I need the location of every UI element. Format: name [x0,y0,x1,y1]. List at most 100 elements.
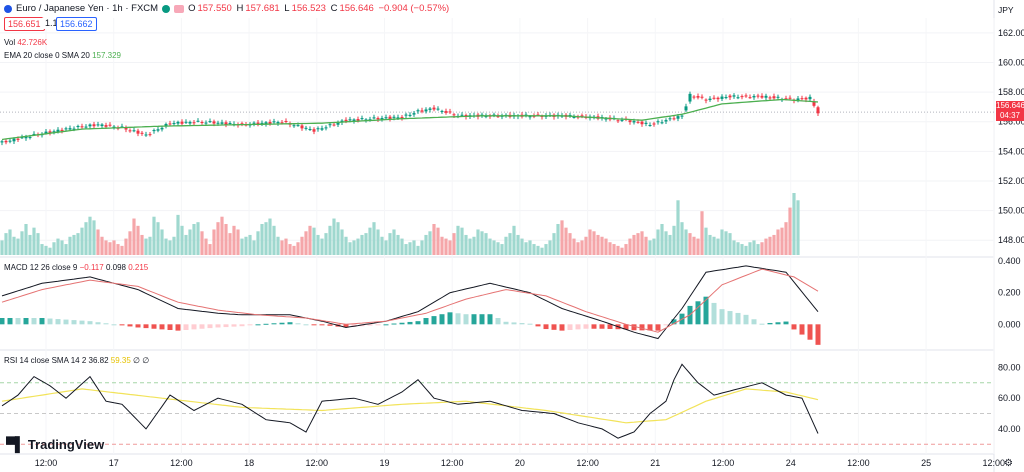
volume-bar [144,238,148,255]
volume-bar [104,240,108,255]
macd-histogram-bar [663,324,669,326]
macd-histogram-bar [215,324,221,328]
volume-bar [528,240,532,255]
macd-histogram-bar [767,322,773,325]
volume-bar [600,236,604,255]
macd-legend[interactable]: MACD 12 26 close 9 −0.117 0.098 0.215 [4,263,149,272]
volume-bar [80,227,84,255]
macd-histogram-bar [271,323,277,325]
volume-bar [556,224,560,255]
candle-body [264,122,268,124]
volume-bar [476,229,480,255]
buy-button[interactable]: 156.662 [56,17,97,31]
volume-bar [684,229,688,255]
candle-body [688,93,692,102]
volume-bar [12,236,16,255]
candle-body [216,122,220,124]
ema-line [1,98,819,141]
volume-bar [552,233,556,255]
ema-legend[interactable]: EMA 20 close 0 SMA 20 157.329 [4,51,121,60]
candle-body [200,122,204,124]
volume-bar [664,231,668,255]
macd-histogram-bar [175,324,181,331]
tradingview-logo[interactable]: ▀▌ TradingView [6,436,105,452]
candle-body [320,128,324,130]
volume-bar [264,222,268,255]
candle-body [60,129,64,132]
candle-body [400,116,404,119]
macd-histogram-bar [63,319,69,325]
candle-body [644,122,648,124]
volume-bar [696,238,700,255]
volume-bar [472,236,476,255]
volume-bar [516,234,520,255]
rsi-legend[interactable]: RSI 14 close SMA 14 2 36.82 59.35 ∅ ∅ [4,356,150,365]
volume-bar [384,240,388,255]
macd-histogram-bar [287,322,293,325]
candle-body [44,131,48,134]
volume-bar [368,227,372,255]
candle-body [424,109,428,112]
candle-body [360,118,364,120]
macd-histogram-bar [255,324,261,326]
volume-bar [132,218,136,255]
volume-bar [432,224,436,255]
macd-signal-line [1,268,819,333]
volume-bar [428,231,432,255]
candle-body [676,116,680,119]
candle-body [696,96,700,98]
time-tick-label: 25 [921,458,931,468]
volume-bar [580,240,584,255]
macd-histogram-bar [207,324,213,329]
volume-bar [776,229,780,255]
time-tick-label: 24 [786,458,796,468]
settings-gear-icon[interactable]: ⚙ [1004,458,1013,469]
currency-label[interactable]: JPY [998,5,1014,15]
volume-bar [72,234,76,255]
candle-body [716,97,720,100]
volume-bar [220,216,224,255]
macd-histogram-bar [199,324,205,329]
macd-histogram-bar [759,323,765,325]
volume-bar [532,244,536,255]
macd-histogram-bar [439,314,445,325]
candle-body [664,120,668,122]
candle-body [652,123,656,125]
macd-histogram-bar [463,314,469,325]
macd-histogram-bar [119,324,125,326]
candle-body [332,124,336,126]
candle-body [752,96,756,98]
volume-bar [448,240,452,255]
macd-histogram-bar [183,324,189,330]
candle-body [356,119,360,121]
macd-histogram-bar [695,301,701,325]
symbol-title[interactable]: Euro / Japanese Yen · 1h · FXCM [16,3,159,14]
candle-body [416,110,420,112]
volume-bar [356,238,360,255]
volume-bar [340,229,344,255]
volume-bar [592,231,596,255]
volume-bar [128,231,132,255]
alert-icon[interactable] [174,4,185,13]
macd-histogram-bar [247,324,253,326]
volume-legend[interactable]: Vol 42.726K [4,38,48,47]
candle-body [380,117,384,120]
volume-bar [444,238,448,255]
sell-button[interactable]: 156.651 [4,17,45,31]
volume-bar [624,244,628,255]
volume-bar [316,234,320,255]
macd-histogram-bar [239,324,245,327]
candle-body [568,114,572,116]
price-tick-label: 160.000 [998,57,1024,67]
macd-histogram-bar [431,316,437,325]
candle-body [80,126,84,128]
macd-histogram-bar [7,318,13,325]
volume-bar [712,236,716,255]
volume-bar [452,233,456,255]
candle-body [104,125,108,127]
volume-bar [584,236,588,255]
time-tick-label: 12:00 [712,458,735,468]
candle-body [276,122,280,124]
candle-body [540,115,544,117]
